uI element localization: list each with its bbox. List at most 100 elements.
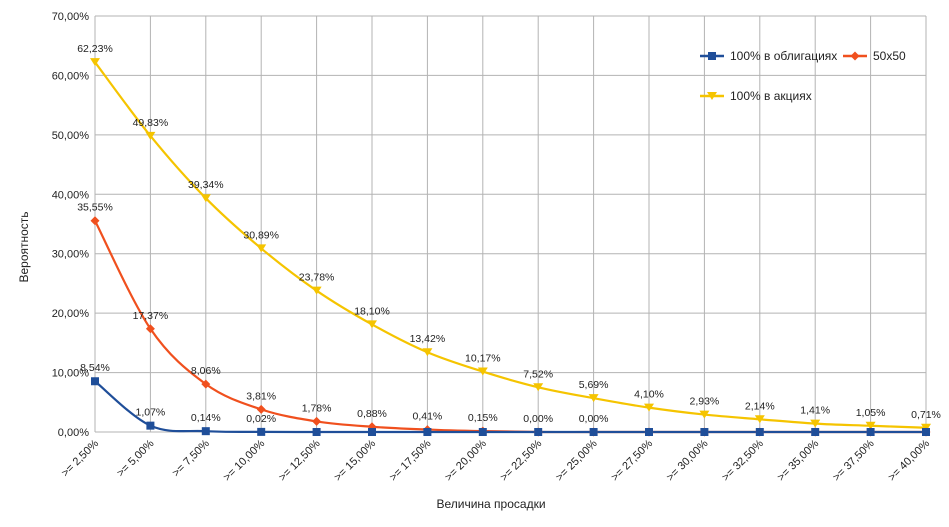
data-label-stocks: 13,42% xyxy=(410,333,446,345)
data-label-mixed-50x50: 0,88% xyxy=(357,408,387,420)
data-label-mixed-50x50: 35,55% xyxy=(77,202,113,214)
x-tick-label: >= 30,00% xyxy=(664,437,710,483)
x-tick-labels: >= 2,50% >= 5,00% >= 7,50% >= 10,00% >= 12,5… xyxy=(59,437,932,483)
point-bonds xyxy=(146,421,155,430)
point-bonds xyxy=(312,428,321,436)
x-tick-label: >= 15,00% xyxy=(332,437,378,483)
point-stocks xyxy=(588,394,599,403)
point-mixed-50x50 xyxy=(201,379,211,389)
point-stocks xyxy=(477,367,488,376)
data-label-stocks: 30,89% xyxy=(243,229,279,241)
point-bonds xyxy=(368,428,376,436)
point-bonds xyxy=(91,377,99,386)
legend-marker-mixed-50x50 xyxy=(850,51,860,61)
data-label-stocks: 1,41% xyxy=(800,405,830,417)
x-tick-label: >= 27,50% xyxy=(609,437,655,483)
legend-marker-stocks xyxy=(707,92,717,100)
data-labels: 8,54% 1,07% 0,14% 0,02% 35,55% 17,37% 8,06% 3,8… xyxy=(77,43,941,425)
data-label-stocks: 49,83% xyxy=(133,117,169,129)
legend-marker-bonds xyxy=(708,52,716,60)
point-mixed-50x50 xyxy=(90,216,100,226)
series-markers xyxy=(90,58,931,437)
data-label-stocks: 23,78% xyxy=(299,272,335,284)
x-tick-label: >= 22,50% xyxy=(498,437,544,483)
data-label-stocks: 4,10% xyxy=(634,389,664,401)
point-stocks xyxy=(422,348,433,357)
x-axis-title: Величина просадки xyxy=(436,497,545,511)
point-stocks xyxy=(145,131,156,140)
y-tick-label: 50,00% xyxy=(52,130,90,142)
legend: 100% в облигациях 50x50 100% в акциях xyxy=(700,49,906,103)
data-label-stocks: 18,10% xyxy=(354,305,390,317)
point-stocks xyxy=(90,58,100,67)
point-mixed-50x50 xyxy=(312,416,322,426)
point-bonds xyxy=(423,428,432,436)
data-label-stocks: 2,93% xyxy=(690,396,720,408)
point-stocks xyxy=(699,410,710,419)
data-label-stocks: 10,17% xyxy=(465,353,501,365)
point-stocks xyxy=(865,421,876,430)
data-label-mixed-50x50: 0,15% xyxy=(468,412,498,424)
x-tick-label: >= 37,50% xyxy=(831,437,877,483)
point-stocks xyxy=(810,419,821,428)
data-label-mixed-50x50: 0,00% xyxy=(579,413,609,425)
point-bonds xyxy=(534,428,543,436)
point-bonds xyxy=(811,428,820,436)
line-stocks xyxy=(94,61,927,429)
x-tick-label: >= 12,50% xyxy=(277,437,323,483)
x-tick-label: >= 10,00% xyxy=(221,437,267,483)
x-tick-label: >= 7,50% xyxy=(170,437,212,479)
point-bonds xyxy=(922,428,930,436)
x-tick-label: >= 35,00% xyxy=(775,437,821,483)
data-label-stocks: 1,05% xyxy=(856,407,886,419)
data-label-bonds: 0,14% xyxy=(191,412,221,424)
point-bonds xyxy=(201,427,210,436)
data-label-stocks: 7,52% xyxy=(523,368,553,380)
y-tick-label: 70,00% xyxy=(52,11,90,23)
point-bonds xyxy=(478,428,487,436)
line-bonds xyxy=(94,380,926,434)
y-tick-label: 20,00% xyxy=(52,308,90,320)
point-bonds xyxy=(257,427,266,436)
legend-label-bonds: 100% в облигациях xyxy=(730,49,837,63)
y-tick-label: 0,00% xyxy=(58,427,89,439)
y-tick-label: 10,00% xyxy=(52,368,90,380)
x-tick-label: >= 20,00% xyxy=(443,437,489,483)
x-tick-label: >= 32,50% xyxy=(720,437,766,483)
point-stocks xyxy=(311,286,322,295)
y-tick-label: 30,00% xyxy=(52,249,90,261)
data-label-stocks: 62,23% xyxy=(77,43,113,55)
y-tick-label: 40,00% xyxy=(52,189,90,201)
x-tick-label: >= 40,00% xyxy=(886,437,932,483)
data-label-mixed-50x50: 17,37% xyxy=(133,310,169,322)
data-label-stocks: 0,71% xyxy=(911,409,941,421)
y-tick-label: 60,00% xyxy=(52,70,90,82)
point-bonds xyxy=(866,428,875,436)
legend-label-stocks: 100% в акциях xyxy=(730,89,812,103)
x-tick-label: >= 5,00% xyxy=(115,437,157,479)
point-mixed-50x50 xyxy=(256,404,266,414)
data-label-stocks: 2,14% xyxy=(745,400,775,412)
point-bonds xyxy=(589,428,598,436)
x-tick-label: >= 17,50% xyxy=(387,437,433,483)
point-bonds xyxy=(755,428,764,436)
line-mixed-50x50 xyxy=(94,220,926,434)
data-label-mixed-50x50: 8,06% xyxy=(191,365,221,377)
data-label-mixed-50x50: 0,00% xyxy=(523,413,553,425)
point-stocks xyxy=(200,194,211,203)
data-label-bonds: 8,54% xyxy=(80,362,110,374)
x-tick-label: >= 25,00% xyxy=(554,437,600,483)
data-label-mixed-50x50: 1,78% xyxy=(302,402,332,414)
point-stocks xyxy=(754,415,765,424)
point-mixed-50x50 xyxy=(145,324,155,334)
data-label-bonds: 0,02% xyxy=(246,413,276,425)
point-bonds xyxy=(645,428,653,436)
data-label-stocks: 39,34% xyxy=(188,179,224,191)
point-stocks xyxy=(644,403,654,412)
legend-label-mixed-50x50: 50x50 xyxy=(873,49,906,63)
data-label-stocks: 5,69% xyxy=(579,379,609,391)
x-tick-label: >= 2,50% xyxy=(59,437,101,479)
data-label-mixed-50x50: 0,41% xyxy=(413,411,443,423)
y-tick-labels: 0,00% 10,00% 20,00% 30,00% 40,00% 50,00% 60,00… xyxy=(52,11,90,439)
